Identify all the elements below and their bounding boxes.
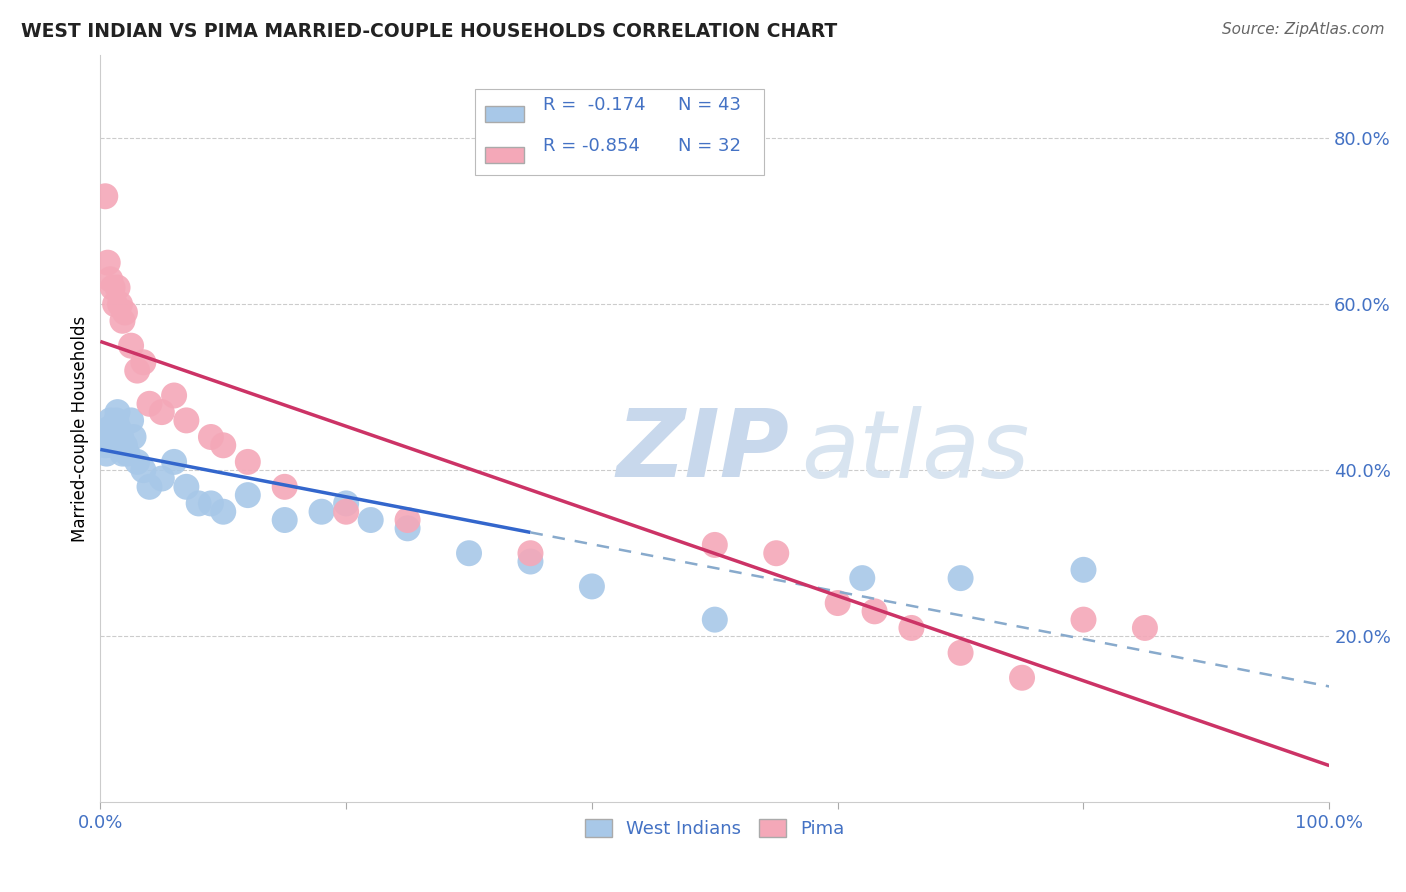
- Point: [176, 413, 198, 427]
- Point: [105, 413, 128, 427]
- Point: [1073, 563, 1095, 577]
- Point: [335, 496, 357, 510]
- Point: [94, 438, 117, 452]
- Point: [101, 422, 124, 436]
- Point: [360, 513, 382, 527]
- Text: Source: ZipAtlas.com: Source: ZipAtlas.com: [1222, 22, 1385, 37]
- Point: [863, 604, 886, 618]
- Text: R = -0.854: R = -0.854: [543, 137, 640, 155]
- Point: [273, 480, 295, 494]
- FancyBboxPatch shape: [475, 89, 763, 175]
- Text: WEST INDIAN VS PIMA MARRIED-COUPLE HOUSEHOLDS CORRELATION CHART: WEST INDIAN VS PIMA MARRIED-COUPLE HOUSE…: [21, 22, 838, 41]
- Point: [98, 272, 121, 286]
- Point: [311, 505, 333, 519]
- Point: [335, 505, 357, 519]
- Point: [103, 438, 125, 452]
- Point: [104, 297, 127, 311]
- Point: [458, 546, 481, 560]
- FancyBboxPatch shape: [485, 105, 524, 122]
- Point: [120, 413, 142, 427]
- Point: [519, 555, 541, 569]
- Point: [97, 255, 120, 269]
- Point: [236, 488, 259, 502]
- Point: [97, 430, 120, 444]
- Point: [96, 447, 118, 461]
- Point: [187, 496, 209, 510]
- FancyBboxPatch shape: [485, 147, 524, 163]
- Point: [107, 422, 129, 436]
- Point: [150, 471, 173, 485]
- Point: [132, 355, 155, 369]
- Point: [1133, 621, 1156, 635]
- Point: [110, 430, 132, 444]
- Point: [703, 538, 725, 552]
- Text: atlas: atlas: [801, 406, 1029, 497]
- Point: [127, 455, 149, 469]
- Point: [150, 405, 173, 419]
- Point: [108, 438, 131, 452]
- Point: [273, 513, 295, 527]
- Point: [122, 430, 145, 444]
- Point: [138, 480, 160, 494]
- Point: [765, 546, 787, 560]
- Point: [127, 363, 149, 377]
- Point: [200, 496, 222, 510]
- Point: [519, 546, 541, 560]
- Point: [176, 480, 198, 494]
- Point: [98, 413, 121, 427]
- Point: [236, 455, 259, 469]
- Point: [100, 430, 122, 444]
- Point: [138, 397, 160, 411]
- Point: [114, 305, 136, 319]
- Text: N = 43: N = 43: [678, 96, 741, 114]
- Point: [108, 297, 131, 311]
- Point: [112, 438, 135, 452]
- Point: [163, 455, 186, 469]
- Y-axis label: Married-couple Households: Married-couple Households: [72, 316, 89, 541]
- Point: [111, 314, 134, 328]
- Point: [107, 405, 129, 419]
- Point: [93, 430, 115, 444]
- Point: [94, 189, 117, 203]
- Point: [396, 513, 419, 527]
- Point: [107, 280, 129, 294]
- Point: [827, 596, 849, 610]
- Point: [581, 579, 603, 593]
- Text: R =  -0.174: R = -0.174: [543, 96, 645, 114]
- Point: [396, 521, 419, 535]
- Point: [101, 280, 124, 294]
- Point: [163, 388, 186, 402]
- Text: ZIP: ZIP: [616, 405, 789, 497]
- Legend: West Indians, Pima: West Indians, Pima: [578, 812, 852, 846]
- Point: [117, 447, 139, 461]
- Point: [97, 422, 120, 436]
- Point: [200, 430, 222, 444]
- Point: [1073, 613, 1095, 627]
- Point: [703, 613, 725, 627]
- Point: [212, 438, 235, 452]
- Point: [111, 447, 134, 461]
- Point: [851, 571, 873, 585]
- Point: [949, 646, 972, 660]
- Point: [949, 571, 972, 585]
- Point: [120, 339, 142, 353]
- Point: [104, 430, 127, 444]
- Point: [212, 505, 235, 519]
- Point: [114, 438, 136, 452]
- Point: [900, 621, 922, 635]
- Point: [132, 463, 155, 477]
- Text: N = 32: N = 32: [678, 137, 741, 155]
- Point: [1011, 671, 1033, 685]
